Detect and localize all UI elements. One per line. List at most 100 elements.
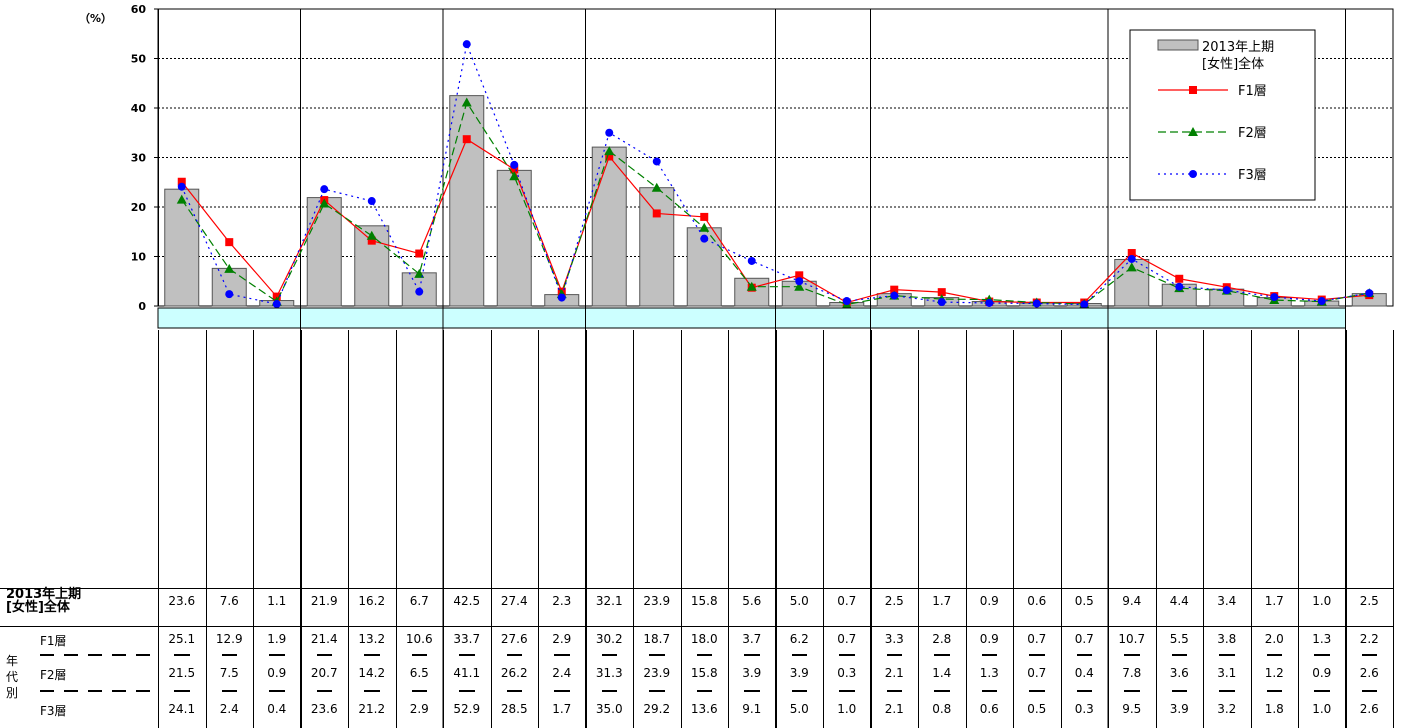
point bbox=[176, 194, 187, 204]
data-cell: 9.1 bbox=[742, 702, 762, 716]
column-rule bbox=[205, 330, 207, 728]
column-rule bbox=[918, 330, 919, 728]
data-cell: 2.1 bbox=[884, 702, 904, 716]
point bbox=[177, 177, 186, 186]
data-cell: 27.4 bbox=[500, 594, 528, 608]
column-rule bbox=[538, 330, 539, 728]
row-divider bbox=[696, 690, 712, 692]
row-label: F1層 bbox=[40, 634, 67, 648]
category-label bbox=[1112, 332, 1152, 586]
data-cell: 21.5 bbox=[168, 666, 196, 680]
axis-line bbox=[158, 9, 159, 306]
category-label bbox=[352, 332, 392, 586]
row-divider bbox=[40, 654, 54, 656]
row-divider bbox=[1314, 690, 1330, 692]
side-label-char: 別 bbox=[6, 686, 19, 700]
legend-label: F1層 bbox=[1238, 84, 1267, 99]
row-divider bbox=[1124, 654, 1140, 656]
data-cell: 0.7 bbox=[837, 632, 857, 646]
data-cell: 3.8 bbox=[1217, 632, 1237, 646]
row-divider bbox=[1171, 654, 1187, 656]
data-cell: 2.8 bbox=[932, 632, 952, 646]
row-divider bbox=[744, 654, 760, 656]
y-unit-label: （%） bbox=[79, 12, 112, 25]
group-header-cell bbox=[300, 307, 444, 329]
y-tick-label: 40 bbox=[131, 102, 147, 115]
row-divider bbox=[506, 690, 522, 692]
row-divider bbox=[744, 690, 760, 692]
point bbox=[557, 293, 566, 302]
data-cell: 23.9 bbox=[643, 666, 671, 680]
data-cell: 12.9 bbox=[215, 632, 243, 646]
row-divider bbox=[601, 690, 617, 692]
data-cell: 13.6 bbox=[690, 702, 718, 716]
category-label bbox=[970, 332, 1010, 586]
category-label bbox=[1017, 332, 1057, 586]
point bbox=[700, 234, 709, 243]
data-cell: 31.3 bbox=[595, 666, 623, 680]
column-rule bbox=[443, 330, 444, 728]
column-rule bbox=[1203, 330, 1204, 728]
data-cell: 3.2 bbox=[1217, 702, 1237, 716]
data-cell: 1.0 bbox=[1312, 594, 1332, 608]
column-rule bbox=[1393, 330, 1394, 728]
column-rule bbox=[158, 330, 159, 728]
point bbox=[652, 157, 661, 166]
row-divider bbox=[459, 690, 475, 692]
row-divider bbox=[649, 654, 665, 656]
category-label bbox=[1065, 332, 1105, 586]
bar bbox=[639, 187, 675, 307]
data-cell: 0.4 bbox=[1074, 666, 1094, 680]
row-divider bbox=[64, 690, 78, 692]
y-tick-label: 60 bbox=[131, 3, 147, 16]
data-cell: 6.7 bbox=[409, 594, 429, 608]
category-label bbox=[780, 332, 820, 586]
category-label bbox=[542, 332, 582, 586]
data-cell: 2.6 bbox=[1359, 666, 1379, 680]
point bbox=[367, 236, 376, 245]
data-cell: 0.6 bbox=[1027, 594, 1047, 608]
row-divider bbox=[64, 654, 78, 656]
data-cell: 1.1 bbox=[267, 594, 287, 608]
legend-label: F2層 bbox=[1238, 126, 1267, 141]
point bbox=[224, 263, 235, 273]
row-divider bbox=[1219, 654, 1235, 656]
data-cell: 5.0 bbox=[789, 702, 809, 716]
y-tick-label: 20 bbox=[131, 201, 147, 214]
point bbox=[794, 281, 805, 291]
data-cell: 1.7 bbox=[932, 594, 952, 608]
point bbox=[700, 212, 709, 221]
point bbox=[795, 277, 804, 286]
row-divider bbox=[459, 654, 475, 656]
data-cell: 33.7 bbox=[453, 632, 481, 646]
data-cell: 18.0 bbox=[690, 632, 718, 646]
column-rule bbox=[870, 330, 872, 728]
table-rule bbox=[0, 588, 1393, 589]
column-rule bbox=[395, 330, 397, 728]
column-rule bbox=[585, 330, 587, 728]
row-divider bbox=[269, 690, 285, 692]
data-cell: 0.9 bbox=[979, 594, 999, 608]
data-cell: 1.4 bbox=[932, 666, 952, 680]
legend-label: [女性]全体 bbox=[1202, 56, 1264, 72]
point bbox=[1270, 293, 1279, 302]
row-divider bbox=[1266, 690, 1282, 692]
data-cell: 3.3 bbox=[884, 632, 904, 646]
y-tick-label: 0 bbox=[138, 300, 146, 313]
row-divider bbox=[1219, 690, 1235, 692]
data-cell: 0.5 bbox=[1027, 702, 1047, 716]
bar bbox=[449, 95, 485, 307]
data-cell: 27.6 bbox=[500, 632, 528, 646]
category-label bbox=[1255, 332, 1295, 586]
row-label: F3層 bbox=[40, 704, 67, 718]
category-label bbox=[827, 332, 867, 586]
point bbox=[890, 285, 899, 294]
data-cell: 2.0 bbox=[1264, 632, 1284, 646]
data-cell: 2.9 bbox=[409, 702, 429, 716]
point bbox=[605, 128, 614, 137]
row-divider bbox=[839, 654, 855, 656]
point bbox=[462, 135, 471, 144]
group-header-cell bbox=[442, 307, 586, 329]
data-cell: 42.5 bbox=[453, 594, 481, 608]
